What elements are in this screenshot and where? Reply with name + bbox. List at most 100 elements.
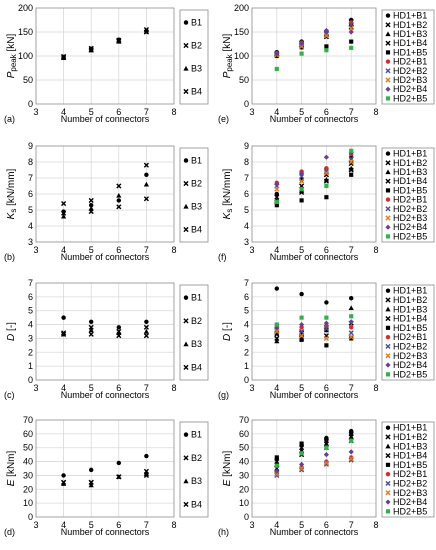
data-point [61, 481, 67, 486]
legend-marker [183, 432, 189, 437]
legend-entry-label: HD1+B4 [393, 314, 427, 324]
legend: B1 B2 B3 B4 [179, 147, 209, 243]
legend-marker [183, 364, 189, 370]
legend-box [179, 421, 209, 518]
legend-marker [385, 178, 391, 184]
legend: HD1+B1HD1+B2HD1+B3HD1+B4HD1+B5HD2+B1HD2+… [381, 421, 435, 518]
y-tick-label: 30 [239, 470, 249, 480]
data-point [299, 51, 304, 56]
legend-marker [385, 77, 391, 83]
data-point [348, 330, 354, 336]
series-hd2-b1 [274, 322, 354, 330]
legend-marker [385, 480, 391, 487]
x-tick-label: 4 [61, 107, 66, 117]
legend-entry-label: HD2+B4 [393, 360, 427, 370]
y-tick-label: 4 [244, 320, 249, 330]
data-point [274, 458, 280, 465]
legend-marker [183, 42, 189, 49]
legend-marker [385, 325, 391, 330]
legend-marker [385, 452, 391, 459]
legend-marker [385, 224, 391, 230]
y-tick-label: 7 [28, 278, 33, 288]
series-hd1-b1 [274, 17, 354, 55]
data-point [143, 196, 149, 202]
data-point [274, 335, 280, 342]
y-axis-label: Ppeak [kN] [222, 33, 234, 78]
x-tick-label: 8 [171, 383, 176, 393]
y-tick-label: 1 [244, 361, 249, 371]
x-tick-label: 5 [89, 245, 94, 255]
chart-panel-a: 0 50 100 150 200 3 4 5 6 7 8 Number of connectors Pp… [4, 3, 209, 124]
data-point [348, 29, 354, 35]
y-tick-label: 60 [23, 429, 33, 439]
data-point [348, 457, 354, 463]
data-point [349, 431, 354, 436]
x-tick-label: 8 [171, 107, 176, 117]
panel-letter: (h) [218, 527, 229, 537]
x-tick-label: 7 [144, 245, 149, 255]
data-point [116, 198, 122, 203]
legend-entry-label: HD1+B5 [393, 47, 427, 57]
x-tick-label: 3 [249, 107, 254, 117]
data-point [324, 343, 329, 348]
y-tick-label: 3 [28, 333, 33, 343]
plot-area [251, 282, 377, 381]
data-point [143, 328, 149, 334]
series-b4 [61, 331, 149, 339]
y-tick-label: 70 [239, 415, 249, 425]
x-tick-label: 8 [373, 107, 378, 117]
legend-entry-label: B4 [191, 499, 202, 509]
x-tick-label: 7 [144, 383, 149, 393]
data-point [323, 335, 329, 342]
legend-entry-label: HD1+B3 [393, 441, 427, 451]
data-point [61, 210, 67, 216]
legend-marker [183, 295, 189, 300]
legend-marker [183, 478, 189, 484]
y-tick-label: 2 [244, 347, 249, 357]
series-hd1-b4 [274, 438, 354, 472]
y-tick-label: 0 [244, 99, 249, 109]
x-tick-label: 3 [249, 383, 254, 393]
data-point [143, 468, 149, 474]
y-tick-label: 3 [28, 237, 33, 247]
series-hd1-b1 [274, 154, 354, 197]
y-tick-label: 3 [244, 237, 249, 247]
data-point [348, 305, 354, 311]
data-point [299, 333, 305, 339]
legend-marker [385, 234, 391, 239]
y-tick-label: 10 [239, 498, 249, 508]
legend-marker [385, 68, 391, 74]
legend-marker [385, 206, 391, 212]
legend-marker [385, 50, 391, 55]
series-hd2-b4 [274, 27, 354, 57]
legend-marker [385, 197, 391, 202]
legend-box [381, 284, 435, 381]
data-point [323, 154, 329, 160]
legend-entry-label: B3 [191, 339, 202, 349]
y-tick-label: 9 [28, 141, 33, 151]
series-b2 [61, 162, 149, 207]
y-tick-label: 6 [28, 292, 33, 302]
data-point [274, 472, 280, 479]
series-hd2-b5 [274, 314, 354, 327]
y-axis-label: E [kNm] [6, 451, 17, 487]
legend-marker [385, 334, 391, 340]
x-axis-label: Number of connectors [270, 527, 359, 537]
data-point [274, 194, 280, 200]
legend-marker [385, 59, 391, 64]
legend-marker [385, 362, 391, 368]
data-point [299, 173, 305, 179]
data-point [116, 39, 122, 44]
series-b1 [61, 453, 149, 478]
y-tick-label: 5 [244, 205, 249, 215]
series-b1 [61, 315, 149, 330]
panel-letter: (c) [4, 390, 15, 400]
series-hd2-b3 [274, 328, 354, 342]
y-tick-label: 8 [28, 157, 33, 167]
data-point [88, 197, 94, 203]
y-tick-label: 150 [18, 27, 33, 37]
legend-entry-label: HD2+B1 [393, 195, 427, 205]
x-tick-label: 4 [274, 383, 279, 393]
data-point [323, 170, 329, 176]
series-hd1-b2 [274, 18, 354, 57]
